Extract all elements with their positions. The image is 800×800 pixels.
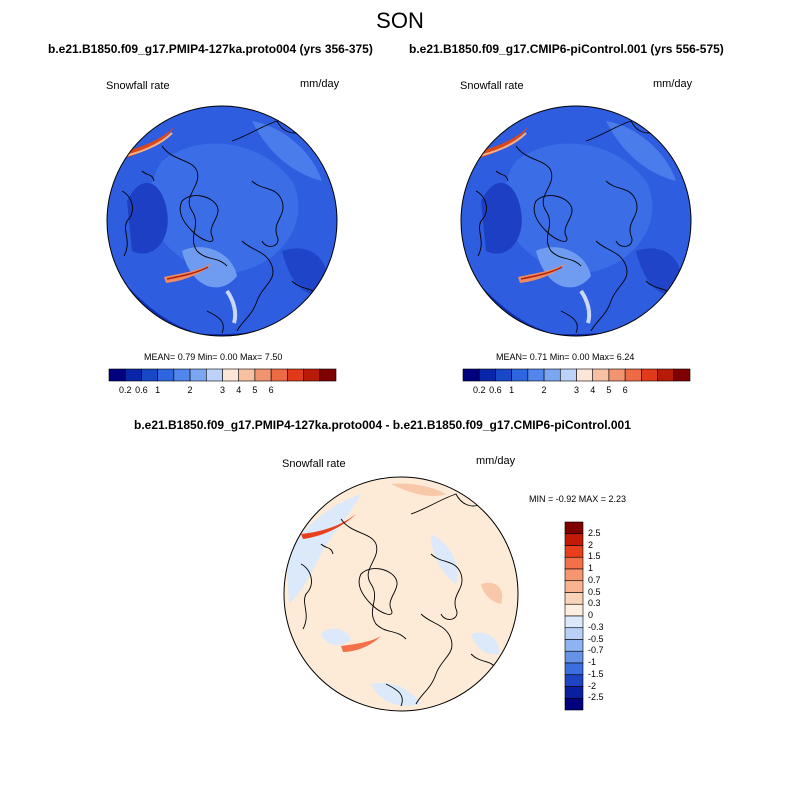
diff-colorbar-box bbox=[564, 521, 584, 535]
right-colorbar-tick-label: 0.6 bbox=[489, 385, 502, 395]
diff-colorbar-box bbox=[564, 568, 584, 582]
diff-map-border bbox=[283, 476, 519, 712]
left-colorbar-tick-label: 5 bbox=[252, 385, 258, 395]
right-units-label: mm/day bbox=[653, 78, 693, 90]
diff-colorbar-box bbox=[564, 603, 584, 617]
right-colorbar-tick-label: 4 bbox=[590, 385, 596, 395]
right-colorbar-box bbox=[478, 368, 496, 382]
left-colorbar-box bbox=[173, 368, 191, 382]
right-stats: MEAN= 0.71 Min= 0.00 Max= 6.24 bbox=[496, 352, 635, 362]
right-colorbar-box bbox=[641, 368, 658, 382]
left-colorbar-box bbox=[157, 368, 175, 382]
left-colorbar-box bbox=[254, 368, 272, 382]
diff-colorbar bbox=[564, 521, 584, 711]
diff-stats: MIN = -0.92 MAX = 2.23 bbox=[529, 494, 627, 504]
right-colorbar-tick-label: 0.2 bbox=[472, 385, 486, 395]
right-map-border bbox=[460, 105, 692, 337]
left-colorbar-tick-label: 1 bbox=[155, 385, 161, 395]
diff-colorbar-box bbox=[564, 697, 584, 711]
diff-colorbar-box bbox=[564, 650, 584, 664]
diff-colorbar-box bbox=[564, 545, 584, 558]
diff-colorbar-tick-label: 1 bbox=[588, 563, 594, 573]
left-colorbar-tick-label: 2 bbox=[187, 385, 193, 395]
diff-units-label: mm/day bbox=[476, 455, 516, 467]
right-colorbar bbox=[462, 368, 691, 382]
left-colorbar-box bbox=[141, 368, 158, 382]
right-colorbar-tick-label: 2 bbox=[541, 385, 547, 395]
diff-colorbar-tick-label: 1.5 bbox=[588, 551, 601, 562]
right-colorbar-box bbox=[543, 368, 561, 382]
diff-colorbar-tick-label: 0.7 bbox=[588, 574, 601, 585]
diff-colorbar-box bbox=[564, 533, 584, 546]
diff-colorbar-tick-label: 0 bbox=[588, 610, 594, 620]
right-colorbar-box bbox=[511, 368, 529, 382]
left-map-border bbox=[106, 105, 338, 337]
left-colorbar-tick-label: 4 bbox=[236, 385, 242, 395]
right-colorbar-box bbox=[673, 368, 691, 382]
right-variable-label: Snowfall rate bbox=[460, 80, 524, 92]
right-colorbar-box bbox=[495, 368, 512, 382]
right-colorbar-box bbox=[657, 368, 675, 382]
right-colorbar-box bbox=[559, 368, 577, 382]
diff-colorbar-tick-label: 0.3 bbox=[588, 598, 601, 609]
diff-panel-title: b.e21.B1850.f09_g17.PMIP4-127ka.proto004… bbox=[134, 418, 631, 432]
left-colorbar bbox=[108, 368, 337, 382]
diff-colorbar-box bbox=[564, 639, 584, 652]
diff-colorbar-tick-label: -0.5 bbox=[588, 633, 604, 644]
diff-colorbar-tick-label: 2 bbox=[588, 539, 594, 550]
right-colorbar-tick-label: 3 bbox=[573, 385, 580, 395]
diff-colorbar-box bbox=[564, 615, 584, 629]
left-colorbar-box bbox=[303, 368, 321, 382]
right-colorbar-box bbox=[624, 368, 642, 382]
left-colorbar-box bbox=[189, 368, 207, 382]
diff-colorbar-tick-label: -1.5 bbox=[588, 668, 604, 679]
diff-colorbar-tick-label: -2.5 bbox=[588, 692, 604, 703]
diff-colorbar-box bbox=[564, 662, 584, 676]
left-colorbar-box bbox=[124, 368, 142, 382]
left-colorbar-tick-label: 6 bbox=[268, 385, 274, 395]
right-colorbar-box bbox=[527, 368, 545, 382]
left-colorbar-box bbox=[287, 368, 304, 382]
left-units-label: mm/day bbox=[300, 78, 340, 90]
left-panel-title: b.e21.B1850.f09_g17.PMIP4-127ka.proto004… bbox=[48, 42, 373, 56]
diff-colorbar-box bbox=[564, 592, 584, 605]
diff-colorbar-tick-label: -0.7 bbox=[588, 645, 604, 656]
left-colorbar-box bbox=[270, 368, 288, 382]
left-colorbar-box bbox=[108, 368, 126, 382]
left-colorbar-box bbox=[238, 368, 256, 382]
left-colorbar-box bbox=[205, 368, 223, 382]
figure-title: SON bbox=[376, 8, 424, 33]
diff-snowfall-map bbox=[284, 477, 518, 711]
right-colorbar-box bbox=[608, 368, 626, 382]
right-colorbar-tick-label: 6 bbox=[622, 385, 628, 395]
right-colorbar-box bbox=[576, 368, 594, 382]
left-colorbar-box bbox=[319, 368, 337, 382]
diff-colorbar-box bbox=[564, 674, 584, 687]
diff-colorbar-tick-label: -1 bbox=[588, 657, 597, 667]
right-colorbar-tick-label: 1 bbox=[509, 385, 515, 395]
left-snowfall-map bbox=[107, 106, 337, 336]
right-colorbar-tick-label: 5 bbox=[606, 385, 612, 395]
diff-colorbar-tick-label: 0.5 bbox=[588, 586, 601, 597]
diff-variable-label: Snowfall rate bbox=[282, 458, 346, 470]
left-stats: MEAN= 0.79 Min= 0.00 Max= 7.50 bbox=[144, 352, 283, 362]
right-colorbar-box bbox=[462, 368, 480, 382]
right-colorbar-box bbox=[592, 368, 610, 382]
left-colorbar-tick-label: 0.2 bbox=[118, 385, 132, 395]
diff-colorbar-box bbox=[564, 556, 584, 570]
right-snowfall-map bbox=[461, 106, 691, 336]
diff-colorbar-box bbox=[564, 686, 584, 699]
diff-colorbar-tick-label: -0.3 bbox=[588, 621, 604, 632]
left-colorbar-box bbox=[222, 368, 240, 382]
diff-colorbar-box bbox=[564, 580, 584, 593]
diff-colorbar-tick-label: 2.5 bbox=[588, 527, 601, 538]
right-panel-title: b.e21.B1850.f09_g17.CMIP6-piControl.001 … bbox=[409, 42, 724, 56]
diff-colorbar-tick-label: -2 bbox=[588, 680, 597, 691]
left-variable-label: Snowfall rate bbox=[106, 80, 170, 92]
left-colorbar-tick-label: 0.6 bbox=[135, 385, 148, 395]
diff-colorbar-box bbox=[564, 627, 584, 640]
left-colorbar-tick-label: 3 bbox=[219, 385, 226, 395]
